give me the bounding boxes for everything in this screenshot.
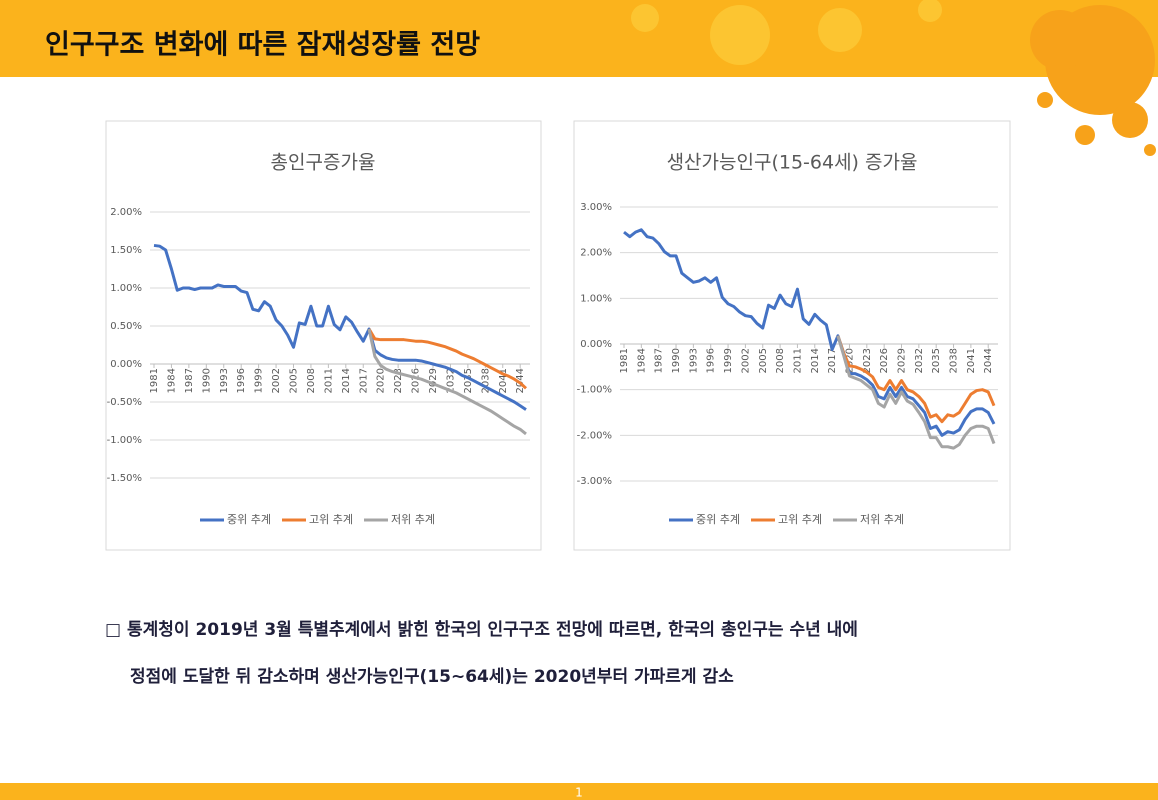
chart-frame	[573, 120, 1011, 551]
y-tick-label: 0.00%	[110, 359, 142, 370]
x-tick-label: 2011	[792, 348, 803, 373]
x-tick-label: 2041	[498, 368, 509, 393]
x-tick-label: 2002	[271, 368, 282, 393]
x-tick-label: 2020	[376, 368, 387, 393]
chart-frame	[105, 120, 542, 551]
series-line	[836, 335, 996, 424]
x-tick-label: 1993	[219, 368, 230, 393]
legend-label: 고위 추계	[309, 513, 353, 526]
x-tick-label: 1999	[723, 348, 734, 373]
y-tick-label: -0.50%	[107, 397, 142, 408]
x-tick-label: 1993	[688, 348, 699, 373]
series-line	[153, 243, 527, 411]
y-tick-label: 1.50%	[110, 245, 142, 256]
x-tick-label: 1996	[236, 368, 247, 393]
x-tick-label: 2038	[480, 368, 491, 393]
page-number: 1	[575, 786, 583, 800]
body-text: □ 통계청이 2019년 3월 특별추계에서 밝힌 한국의 인구구조 전망에 따…	[105, 619, 858, 640]
x-tick-label: 2029	[428, 368, 439, 393]
y-tick-label: 0.50%	[110, 321, 142, 332]
footer-band	[0, 783, 1158, 800]
x-tick-label: 2035	[463, 368, 474, 393]
y-tick-label: 1.00%	[110, 283, 142, 294]
x-tick-label: 2044	[515, 368, 526, 393]
y-tick-label: 0.00%	[580, 339, 612, 350]
x-tick-label: 1999	[254, 368, 265, 393]
body-text: 정점에 도달한 뒤 감소하며 생산가능인구(15~64세)는 2020년부터 가…	[130, 666, 734, 687]
x-tick-label: 2032	[445, 368, 456, 393]
slide-title: 인구구조 변화에 따른 잠재성장률 전망	[45, 30, 480, 61]
x-tick-label: 2023	[862, 348, 873, 373]
legend-label: 저위 추계	[391, 513, 435, 526]
x-tick-label: 1987	[184, 368, 195, 393]
x-tick-label: 2026	[411, 368, 422, 393]
splatter	[1030, 5, 1156, 156]
x-tick-label: 2029	[897, 348, 908, 373]
x-tick-label: 1990	[201, 368, 212, 393]
series-line	[623, 228, 996, 437]
x-tick-label: 1996	[706, 348, 717, 373]
legend-label: 중위 추계	[696, 513, 740, 526]
x-tick-label: 2026	[879, 348, 890, 373]
x-tick-label: 2005	[289, 368, 300, 393]
x-tick-label: 2020	[844, 348, 855, 373]
y-tick-label: -2.00%	[577, 430, 612, 441]
x-tick-label: 2014	[341, 368, 352, 393]
y-tick-label: 2.00%	[110, 207, 142, 218]
y-tick-label: -1.50%	[107, 473, 142, 484]
x-tick-label: 2032	[914, 348, 925, 373]
x-tick-label: 1981	[149, 368, 160, 393]
x-tick-label: 1981	[619, 348, 630, 373]
x-tick-label: 2011	[323, 368, 334, 393]
x-tick-label: 2017	[827, 348, 838, 373]
series-line	[836, 335, 996, 450]
y-tick-label: -3.00%	[577, 476, 612, 487]
x-tick-label: 2017	[358, 368, 369, 393]
x-tick-label: 2005	[758, 348, 769, 373]
x-tick-label: 1987	[654, 348, 665, 373]
y-tick-label: 2.00%	[580, 248, 612, 259]
x-tick-label: 1984	[166, 368, 177, 393]
y-tick-label: -1.00%	[577, 385, 612, 396]
y-tick-label: 1.00%	[580, 293, 612, 304]
series-line	[367, 328, 528, 390]
x-tick-label: 1984	[636, 348, 647, 373]
y-tick-label: 3.00%	[580, 202, 612, 213]
chart-title: 생산가능인구(15-64세) 증가율	[667, 152, 918, 174]
series-line	[367, 328, 527, 436]
x-tick-label: 2008	[306, 368, 317, 393]
x-tick-label: 2008	[775, 348, 786, 373]
legend-label: 고위 추계	[778, 513, 822, 526]
chart-title: 총인구증가율	[271, 152, 376, 174]
x-tick-label: 2035	[931, 348, 942, 373]
x-tick-label: 2002	[740, 348, 751, 373]
legend-label: 저위 추계	[860, 513, 904, 526]
x-tick-label: 2023	[393, 368, 404, 393]
x-tick-label: 2038	[949, 348, 960, 373]
x-tick-label: 2044	[983, 348, 994, 373]
header-dots	[631, 0, 942, 65]
header-band	[0, 0, 1158, 77]
x-tick-label: 2041	[966, 348, 977, 373]
x-tick-label: 1990	[671, 348, 682, 373]
x-tick-label: 2014	[810, 348, 821, 373]
y-tick-label: -1.00%	[107, 435, 142, 446]
legend-label: 중위 추계	[227, 513, 271, 526]
